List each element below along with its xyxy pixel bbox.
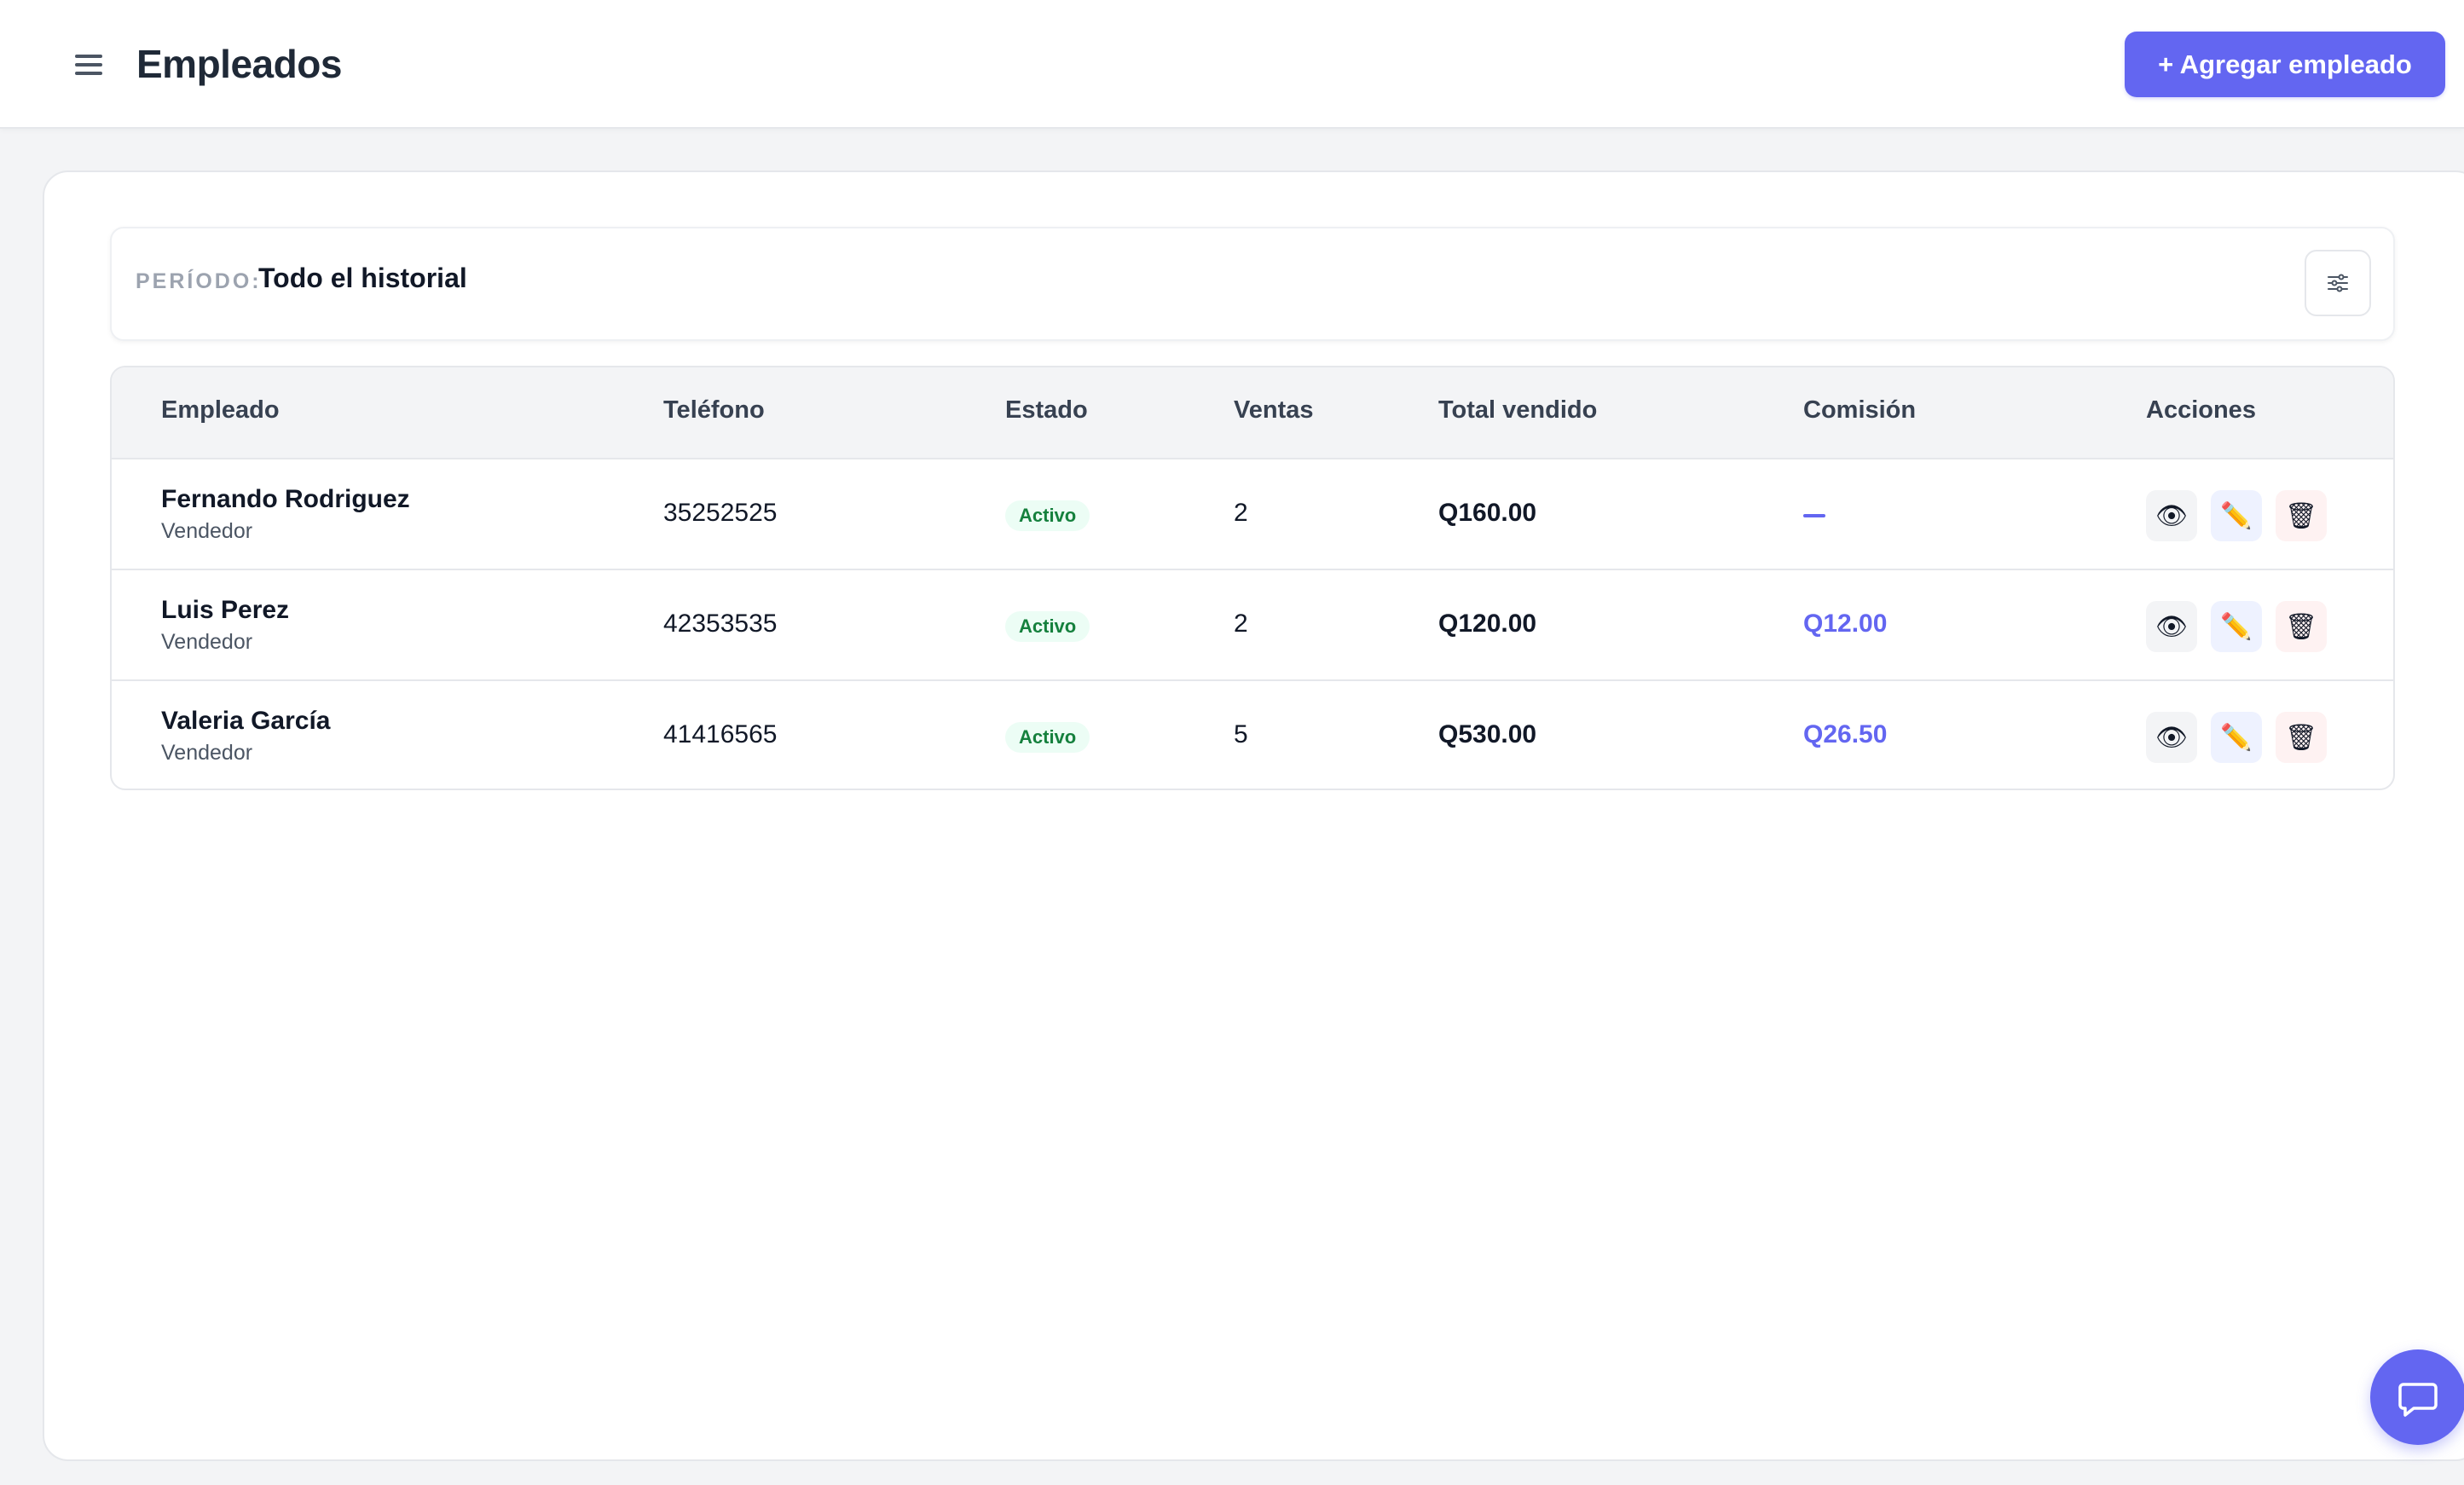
pencil-icon: ✏️ [2220, 723, 2253, 752]
trash-icon: 🗑 [2284, 501, 2318, 530]
table-row: Valeria García Vendedor 41416565 Activo … [112, 681, 2393, 789]
add-employee-button[interactable]: + Agregar empleado [2125, 32, 2445, 97]
delete-button[interactable]: 🗑 [2276, 712, 2327, 763]
commission-value: Q12.00 [1803, 610, 1888, 638]
view-button[interactable]: 👁 [2146, 601, 2197, 652]
period-label: PERÍODO: [136, 269, 262, 293]
table-header: Empleado Teléfono Estado Ventas Total ve… [112, 367, 2393, 459]
employee-name: Luis Perez [161, 596, 290, 624]
total-sold: Q120.00 [1438, 610, 1537, 638]
employees-table: Empleado Teléfono Estado Ventas Total ve… [110, 366, 2395, 790]
commission-empty-dash [1803, 514, 1825, 517]
trash-icon: 🗑 [2284, 612, 2318, 641]
employee-phone: 41416565 [663, 720, 778, 748]
table-row: Fernando Rodriguez Vendedor 35252525 Act… [112, 459, 2393, 570]
commission-value: Q26.50 [1803, 720, 1888, 748]
top-bar: Empleados + Agregar empleado [0, 0, 2464, 129]
column-header-total-sold: Total vendido [1438, 396, 1598, 424]
sales-count: 2 [1234, 610, 1248, 638]
table-row: Luis Perez Vendedor 42353535 Activo 2 Q1… [112, 570, 2393, 681]
employee-phone: 42353535 [663, 610, 778, 638]
delete-button[interactable]: 🗑 [2276, 490, 2327, 541]
chat-bubble-icon [2398, 1383, 2438, 1417]
employee-role: Vendedor [161, 741, 253, 765]
total-sold: Q160.00 [1438, 499, 1537, 527]
status-badge: Activo [1005, 722, 1090, 753]
status-badge: Activo [1005, 500, 1090, 531]
sliders-icon [2328, 274, 2348, 292]
pencil-icon: ✏️ [2220, 501, 2253, 530]
edit-button[interactable]: ✏️ [2211, 601, 2262, 652]
employee-role: Vendedor [161, 630, 253, 654]
period-value: Todo el historial [258, 263, 467, 293]
chat-button[interactable] [2370, 1349, 2464, 1445]
column-header-status: Estado [1005, 396, 1088, 424]
edit-button[interactable]: ✏️ [2211, 712, 2262, 763]
status-badge: Activo [1005, 611, 1090, 642]
view-button[interactable]: 👁 [2146, 712, 2197, 763]
column-header-employee: Empleado [161, 396, 280, 424]
column-header-actions: Acciones [2146, 396, 2256, 424]
employee-phone: 35252525 [663, 499, 778, 527]
employee-name: Valeria García [161, 707, 331, 735]
eye-icon: 👁 [2155, 612, 2189, 641]
page-title: Empleados [136, 42, 342, 86]
sales-count: 5 [1234, 720, 1248, 748]
column-header-phone: Teléfono [663, 396, 765, 424]
column-header-sales: Ventas [1234, 396, 1314, 424]
pencil-icon: ✏️ [2220, 612, 2253, 641]
sales-count: 2 [1234, 499, 1248, 527]
hamburger-menu-icon[interactable] [72, 48, 109, 80]
edit-button[interactable]: ✏️ [2211, 490, 2262, 541]
eye-icon: 👁 [2155, 501, 2189, 530]
employee-name: Fernando Rodriguez [161, 485, 410, 513]
eye-icon: 👁 [2155, 723, 2189, 752]
total-sold: Q530.00 [1438, 720, 1537, 748]
employee-role: Vendedor [161, 519, 253, 543]
main-card [43, 170, 2464, 1461]
trash-icon: 🗑 [2284, 723, 2318, 752]
view-button[interactable]: 👁 [2146, 490, 2197, 541]
column-header-commission: Comisión [1803, 396, 1917, 424]
filter-button[interactable] [2305, 250, 2371, 316]
period-filter-bar: PERÍODO: Todo el historial [110, 227, 2395, 341]
delete-button[interactable]: 🗑 [2276, 601, 2327, 652]
